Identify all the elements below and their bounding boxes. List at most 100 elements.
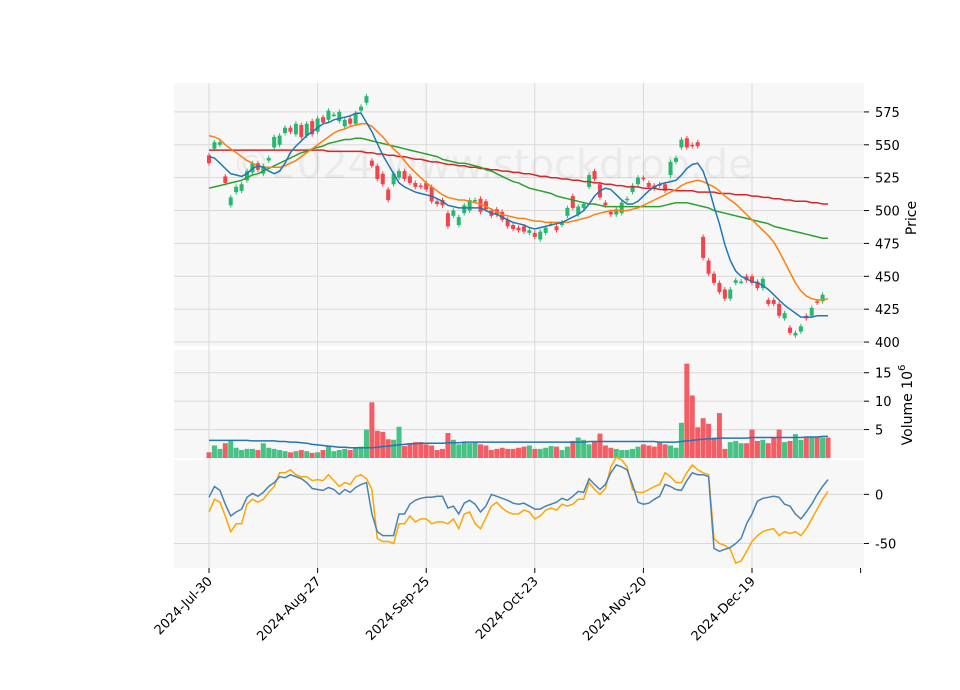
volume-bar xyxy=(700,418,706,458)
volume-bar xyxy=(608,447,614,458)
candle-body xyxy=(559,222,564,226)
volume-bar xyxy=(439,448,445,458)
volume-bar xyxy=(228,440,234,458)
volume-bar xyxy=(287,452,293,458)
volume-bar xyxy=(738,443,744,458)
volume-bar xyxy=(733,440,739,458)
candle-body xyxy=(337,111,342,122)
volume-bar xyxy=(266,447,272,458)
volume-bar xyxy=(564,446,570,458)
candle-body xyxy=(646,182,651,187)
volume-ma-line xyxy=(209,435,828,449)
price-tick-label: 575 xyxy=(875,106,900,121)
volume-bar xyxy=(673,447,679,458)
volume-bar xyxy=(727,442,733,458)
volume-bar xyxy=(211,445,217,458)
candle-body xyxy=(527,230,532,233)
candle-body xyxy=(750,276,754,283)
volume-bar xyxy=(711,437,717,458)
volume-bar xyxy=(391,439,397,458)
candle-body xyxy=(809,307,814,316)
candle-body xyxy=(386,189,391,201)
volume-bar xyxy=(336,450,342,458)
candle-body xyxy=(614,209,619,215)
candle-body xyxy=(608,211,613,215)
volume-bar xyxy=(478,444,483,458)
volume-bar xyxy=(760,439,766,458)
volume-bar xyxy=(260,443,266,458)
candle-body xyxy=(342,119,347,127)
oscillator-tick-label: 0 xyxy=(875,488,883,503)
candle-body xyxy=(261,165,266,174)
price-tick-label: 400 xyxy=(875,336,900,351)
candle-body xyxy=(711,273,716,283)
volume-bar xyxy=(635,446,641,458)
volume-bar xyxy=(380,431,386,458)
volume-bar xyxy=(396,426,402,458)
volume-bar xyxy=(320,450,326,458)
volume-bar xyxy=(803,437,809,458)
volume-bar xyxy=(494,448,500,458)
candle-body xyxy=(397,171,402,178)
volume-bar xyxy=(244,448,250,458)
candle-body xyxy=(505,219,510,227)
candle-body xyxy=(739,281,744,284)
candle-body xyxy=(771,299,776,304)
price-tick-label: 525 xyxy=(875,172,900,187)
volume-bar xyxy=(277,450,283,458)
volume-bar xyxy=(369,402,375,458)
volume-bar xyxy=(776,429,782,458)
candle-body xyxy=(766,299,771,304)
volume-bar xyxy=(472,442,478,458)
volume-bar xyxy=(602,445,608,458)
candle-body xyxy=(429,186,434,202)
volume-bar xyxy=(809,437,815,458)
volume-bar xyxy=(792,434,798,458)
candle-body xyxy=(755,281,760,289)
candle-body xyxy=(277,135,282,145)
volume-bar xyxy=(363,429,369,458)
candle-body xyxy=(679,139,684,148)
candle-body xyxy=(511,225,516,229)
volume-bar xyxy=(429,445,435,458)
candle-body xyxy=(239,184,244,191)
oscillator-tick-label: -50 xyxy=(875,537,896,552)
volume-bar xyxy=(554,446,560,458)
volume-bar xyxy=(814,437,820,458)
candle-body xyxy=(603,202,608,206)
volume-bar xyxy=(668,445,674,458)
volume-bar xyxy=(646,445,652,458)
volume-axis-label-text: Volume 10 xyxy=(900,371,916,445)
candle-body xyxy=(467,200,472,211)
volume-bar xyxy=(239,450,245,458)
candle-body xyxy=(245,171,250,181)
volume-bar xyxy=(293,451,299,458)
volume-bar xyxy=(722,448,728,458)
volume-bar xyxy=(325,446,331,458)
oscillator-main-line xyxy=(208,463,829,553)
candle-body xyxy=(462,205,467,214)
volume-bar xyxy=(581,439,587,458)
candle-body xyxy=(440,200,445,206)
candle-body xyxy=(565,207,570,216)
candle-body xyxy=(663,184,668,191)
volume-bar xyxy=(662,444,668,458)
candle-body xyxy=(359,106,364,111)
candle-body xyxy=(500,211,505,220)
candle-body xyxy=(625,198,630,201)
x-tick-label: 2024-Oct-23 xyxy=(473,574,541,642)
candle-body xyxy=(299,125,304,137)
ma-short-line xyxy=(208,112,828,318)
candle-body xyxy=(619,202,624,214)
candle-body xyxy=(733,280,738,283)
candle-body xyxy=(760,278,765,289)
volume-bar xyxy=(749,429,755,458)
volume-bar xyxy=(385,439,391,458)
price-panel xyxy=(174,83,864,346)
volume-bar xyxy=(450,439,456,458)
volume-bar xyxy=(651,446,657,458)
volume-bar xyxy=(206,452,212,458)
volume-bar xyxy=(771,437,777,458)
volume-bar xyxy=(537,448,543,458)
volume-tick-label: 10 xyxy=(875,395,892,410)
